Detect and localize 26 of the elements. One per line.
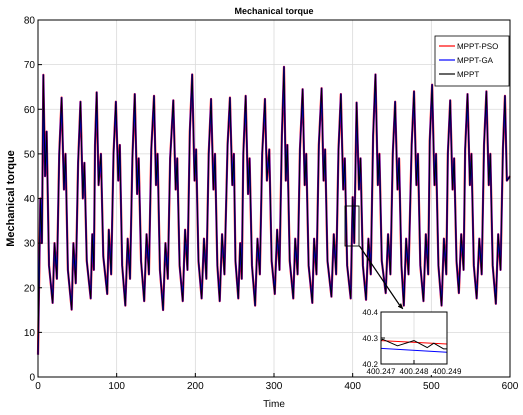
chart-title: Mechanical torque	[234, 6, 314, 16]
y-axis-title: Mechanical torque	[5, 150, 17, 247]
y-tick-label: 10	[24, 328, 36, 339]
y-tick-label: 40.2	[362, 360, 379, 369]
legend-label: MPPT-GA	[457, 56, 494, 65]
y-tick-label: 20	[24, 283, 36, 294]
y-tick-label: 40.3	[362, 334, 379, 343]
y-tick-label: 60	[24, 104, 36, 116]
y-tick-label: 40.4	[362, 308, 379, 317]
y-tick-label: 70	[24, 60, 36, 72]
legend-label: MPPT-PSO	[457, 42, 498, 51]
y-tick-label: 80	[24, 16, 36, 26]
x-tick-label: 100	[108, 381, 126, 392]
x-tick-label: 400.248	[400, 367, 430, 376]
x-tick-label: 600	[502, 381, 519, 392]
y-tick-label: 30	[24, 238, 36, 250]
x-tick-label: 400.247	[366, 367, 396, 376]
y-tick-label: 50	[24, 149, 36, 160]
x-tick-label: 400.249	[432, 367, 462, 376]
y-tick-label: 40	[24, 194, 36, 205]
x-tick-label: 400	[344, 381, 362, 392]
x-tick-label: 500	[422, 381, 440, 392]
legend-label: MPPT	[457, 70, 480, 79]
x-tick-label: 300	[266, 381, 283, 392]
x-tick-label: 200	[186, 381, 204, 392]
x-axis-title: Time	[263, 399, 286, 410]
